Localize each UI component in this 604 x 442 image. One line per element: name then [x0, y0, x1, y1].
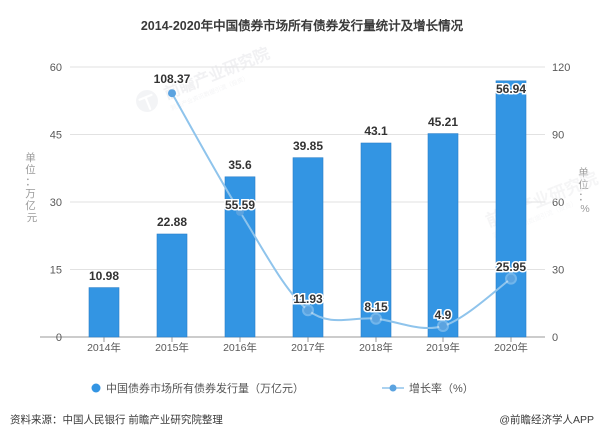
svg-text:0: 0 — [552, 332, 558, 344]
svg-text:39.85: 39.85 — [293, 139, 323, 153]
svg-text:120: 120 — [552, 62, 570, 74]
svg-text:22.88: 22.88 — [157, 215, 187, 229]
svg-text:2018年: 2018年 — [359, 341, 393, 354]
svg-text:45.21: 45.21 — [428, 115, 458, 129]
svg-text:15: 15 — [50, 265, 62, 277]
svg-text:2016年: 2016年 — [223, 341, 257, 354]
svg-text:2014年: 2014年 — [87, 341, 121, 354]
svg-text:2020年: 2020年 — [494, 341, 528, 354]
svg-text:30: 30 — [50, 197, 62, 209]
svg-text:8.15: 8.15 — [364, 300, 388, 314]
svg-text:60: 60 — [50, 62, 62, 74]
svg-text:43.1: 43.1 — [364, 124, 388, 138]
svg-text:单 位 ： 万: 单 位 ： 万 亿 元 — [25, 152, 38, 224]
svg-text:108.37: 108.37 — [154, 72, 191, 86]
svg-text:35.6: 35.6 — [228, 158, 252, 172]
svg-text:中国债券市场所有债券发行量（万亿元）: 中国债券市场所有债券发行量（万亿元） — [106, 381, 304, 395]
svg-text:45: 45 — [50, 130, 62, 142]
svg-text:56.94: 56.94 — [496, 82, 526, 96]
svg-text:10.98: 10.98 — [89, 269, 119, 283]
svg-text:2015年: 2015年 — [155, 341, 189, 354]
svg-text:2017年: 2017年 — [291, 341, 325, 354]
svg-text:2019年: 2019年 — [426, 341, 460, 354]
svg-text:90: 90 — [552, 130, 564, 142]
svg-text:55.59: 55.59 — [225, 198, 255, 212]
svg-text:增长率（%）: 增长率（%） — [409, 381, 474, 395]
svg-text:30: 30 — [552, 265, 564, 277]
svg-text:25.95: 25.95 — [496, 260, 526, 274]
svg-text:0: 0 — [56, 332, 62, 344]
svg-text:11.93: 11.93 — [293, 292, 323, 306]
svg-text:4.9: 4.9 — [435, 308, 452, 322]
